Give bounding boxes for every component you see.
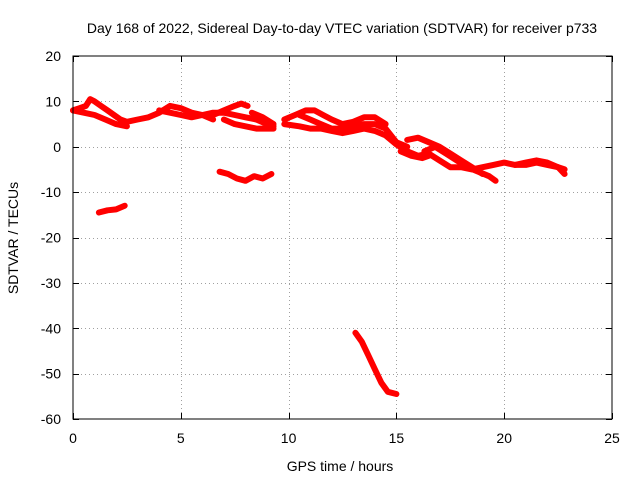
y-tick-label: -10 <box>41 184 61 200</box>
y-tick-label: -30 <box>41 275 61 291</box>
x-axis-label: GPS time / hours <box>287 458 394 474</box>
series-arc16 <box>352 329 400 397</box>
series-arc2 <box>70 107 130 130</box>
series-arc7 <box>216 168 275 184</box>
y-axis-label: SDTVAR / TECUs <box>5 182 21 294</box>
series-arc15 <box>512 157 568 177</box>
series-arc6 <box>248 109 277 128</box>
x-tick-label: 20 <box>496 430 512 446</box>
grid <box>73 56 612 419</box>
x-tick-label: 25 <box>604 430 620 446</box>
series-arc4 <box>210 100 251 118</box>
plot-frame <box>72 55 613 420</box>
y-tick-label: 10 <box>45 93 61 109</box>
axis-ticks: 0 5 10 15 20 25 -60 -50 -40 -30 -20 -10 0 10 20 <box>41 48 620 446</box>
y-tick-label: 0 <box>53 139 61 155</box>
series-layer <box>70 96 568 397</box>
series-arc13 <box>421 143 499 184</box>
y-tick-label: -40 <box>41 320 61 336</box>
chart-title: Day 168 of 2022, Sidereal Day-to-day VTE… <box>87 20 597 36</box>
series-arc14 <box>397 148 432 162</box>
x-tick-label: 5 <box>177 430 185 446</box>
series-arc8 <box>95 202 128 216</box>
y-tick-label: -20 <box>41 230 61 246</box>
series-arc11 <box>296 112 411 150</box>
series-arc1 <box>70 96 217 125</box>
x-tick-label: 0 <box>69 430 77 446</box>
x-tick-label: 10 <box>281 430 297 446</box>
y-tick-label: -60 <box>41 411 61 427</box>
series-arc5 <box>220 116 277 132</box>
y-tick-label: 20 <box>45 48 61 64</box>
y-tick-label: -50 <box>41 366 61 382</box>
x-tick-label: 15 <box>389 430 405 446</box>
series-arc10 <box>281 107 389 128</box>
